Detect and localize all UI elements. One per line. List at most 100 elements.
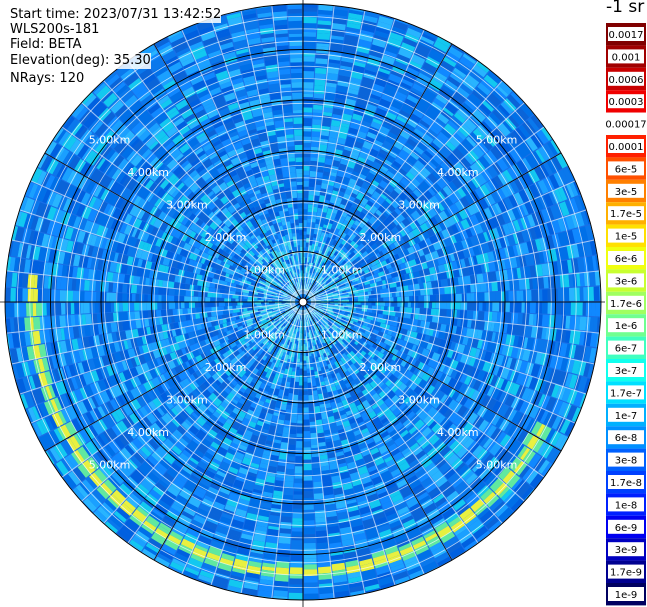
range-bin <box>444 196 454 207</box>
range-bin <box>314 281 317 286</box>
range-bin <box>478 156 491 169</box>
range-bin <box>346 259 353 265</box>
range-bin <box>441 228 450 239</box>
range-bin <box>376 309 383 315</box>
range-bin <box>489 291 496 302</box>
range-bin <box>326 184 334 191</box>
range-bin <box>347 229 354 237</box>
range-bin <box>407 284 415 291</box>
range-bin <box>349 273 355 278</box>
range-bin <box>425 308 432 315</box>
range-bin <box>289 429 297 435</box>
range-bin <box>393 139 405 151</box>
range-bin <box>521 203 529 216</box>
range-bin <box>513 324 521 336</box>
range-bin <box>319 277 325 283</box>
range-bin <box>332 18 347 25</box>
range-bin <box>589 224 595 240</box>
range-bin <box>358 150 369 160</box>
range-bin <box>483 311 489 321</box>
range-bin <box>476 273 484 283</box>
range-bin <box>311 131 321 138</box>
range-bin <box>457 250 465 260</box>
range-bin <box>385 197 393 205</box>
range-bin <box>330 254 336 261</box>
range-bin <box>316 168 324 173</box>
range-bin <box>342 304 347 307</box>
range-bin <box>350 150 360 158</box>
range-bin <box>456 108 470 120</box>
range-bin <box>388 131 398 139</box>
range-bin <box>412 296 419 302</box>
range-bin <box>429 125 440 135</box>
range-bin <box>405 307 413 313</box>
range-bin <box>487 150 498 162</box>
range-bin <box>391 123 403 134</box>
range-bin <box>335 91 347 100</box>
range-bin <box>303 436 311 442</box>
range-bin <box>405 171 415 181</box>
range-bin <box>362 15 378 24</box>
range-bin <box>342 260 347 265</box>
range-bin <box>554 315 559 328</box>
range-bin <box>336 246 342 253</box>
range-bin <box>350 263 359 270</box>
range-bin <box>502 223 511 236</box>
range-bin <box>542 289 548 301</box>
range-bin <box>363 194 371 201</box>
range-bin <box>331 292 338 296</box>
range-bin <box>524 266 531 278</box>
range-bin <box>346 22 361 30</box>
range-bin <box>303 366 307 371</box>
range-bin <box>409 60 423 70</box>
range-bin <box>414 174 425 184</box>
range-bin <box>432 250 440 259</box>
range-bin <box>380 165 389 172</box>
range-bin <box>538 251 545 264</box>
range-bin <box>414 257 422 265</box>
range-bin <box>439 302 447 309</box>
range-bin <box>340 281 345 285</box>
range-bin <box>441 294 448 302</box>
range-bin <box>426 147 436 157</box>
range-bin <box>385 217 392 224</box>
range-bin <box>400 257 406 264</box>
range-bin <box>303 394 309 400</box>
range-bin <box>437 264 446 273</box>
range-bin <box>329 195 337 204</box>
range-bin <box>303 197 308 204</box>
range-bin <box>381 280 387 285</box>
range-bin <box>313 258 317 264</box>
range-bin <box>393 185 403 195</box>
range-bin <box>501 291 506 302</box>
range-bin <box>384 159 393 166</box>
range-bin <box>317 437 326 443</box>
range-bin <box>357 282 365 287</box>
range-bin <box>341 299 346 302</box>
range-bin <box>335 175 343 182</box>
range-bin <box>416 185 425 195</box>
range-bin <box>513 177 525 191</box>
range-bin <box>357 130 367 139</box>
range-bin <box>376 305 381 310</box>
range-bin <box>554 275 561 288</box>
range-bin <box>486 92 502 107</box>
range-bin <box>413 128 425 137</box>
range-bin <box>431 120 444 132</box>
range-bin <box>311 141 320 148</box>
range-bin <box>303 49 316 54</box>
range-bin <box>565 200 574 215</box>
range-bin <box>303 226 307 232</box>
range-bin <box>448 192 459 204</box>
range-bin <box>379 148 389 157</box>
range-bin <box>365 103 377 112</box>
range-bin <box>557 288 565 301</box>
range-bin <box>314 510 326 518</box>
range-bin <box>529 199 538 213</box>
range-bin <box>331 269 337 275</box>
range-bin <box>518 189 530 203</box>
range-bin <box>418 295 425 302</box>
range-bin <box>370 121 381 130</box>
range-bin <box>429 295 437 302</box>
range-bin <box>353 299 358 302</box>
